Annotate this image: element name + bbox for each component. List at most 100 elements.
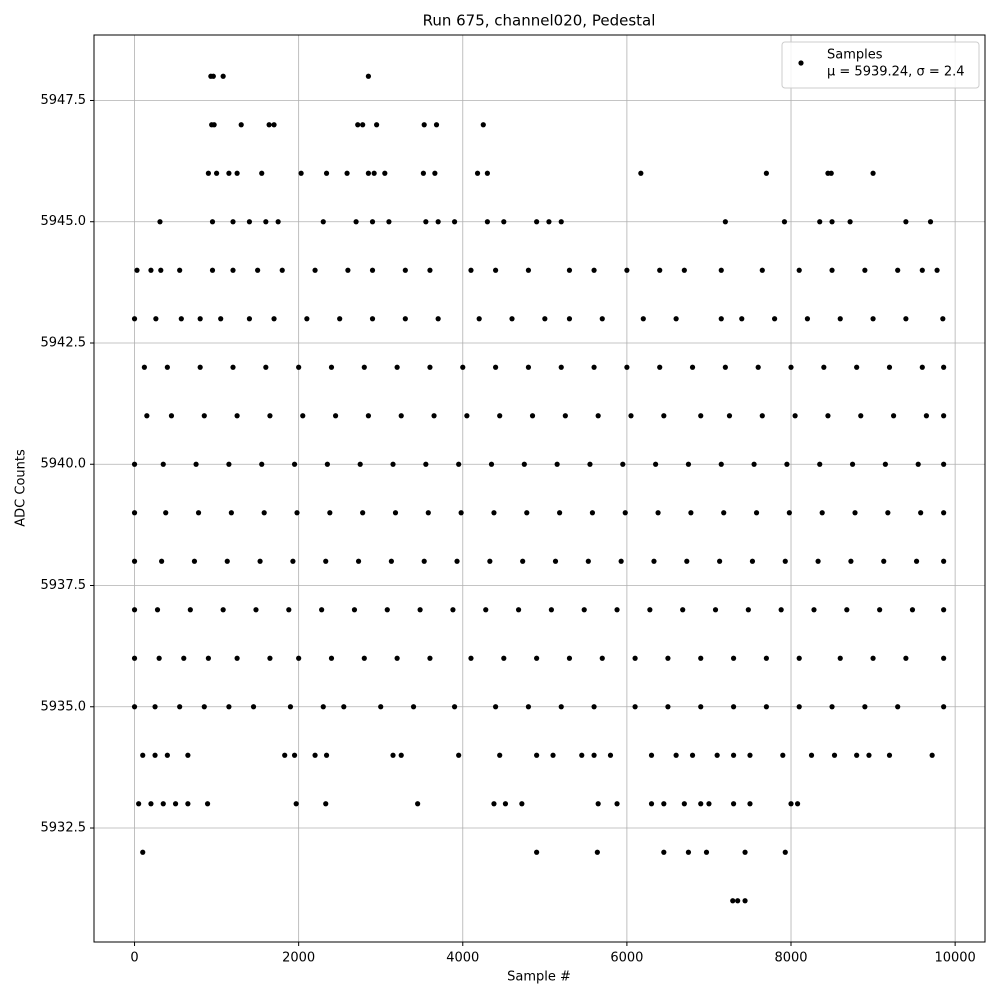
data-point [755, 364, 761, 370]
data-point [382, 170, 388, 176]
data-point [209, 267, 216, 273]
data-point [423, 461, 429, 467]
data-point [808, 752, 815, 758]
data-point [267, 413, 273, 419]
data-point [246, 219, 253, 225]
data-point [558, 704, 564, 710]
data-point [673, 752, 679, 758]
data-point [614, 801, 620, 807]
data-point [903, 316, 909, 322]
data-point [487, 558, 493, 564]
data-point [181, 655, 187, 661]
data-point [290, 558, 296, 564]
data-point [689, 364, 696, 370]
data-point [193, 461, 199, 467]
data-point [148, 801, 154, 807]
data-point [204, 801, 211, 807]
data-point [226, 704, 232, 710]
data-point [300, 413, 306, 419]
data-point [903, 655, 909, 661]
data-point [345, 267, 351, 273]
data-point [632, 655, 638, 661]
data-point [688, 510, 694, 516]
y-tick-label: 5942.5 [41, 335, 87, 350]
chart-title: Run 675, channel020, Pedestal [423, 12, 656, 30]
data-point [476, 316, 482, 322]
data-point [647, 607, 653, 613]
data-point [828, 170, 834, 176]
data-point [804, 316, 811, 322]
data-point [730, 801, 737, 807]
y-tick-label: 5935.0 [41, 699, 87, 714]
data-point [718, 316, 724, 322]
data-point [344, 170, 350, 176]
data-point [209, 219, 216, 225]
data-point [157, 219, 163, 225]
data-point [253, 607, 259, 613]
data-point [655, 510, 661, 516]
data-point [771, 316, 778, 322]
data-point [847, 219, 853, 225]
data-point [735, 898, 741, 904]
data-point [460, 364, 466, 370]
data-point [919, 364, 925, 370]
data-point [491, 510, 497, 516]
data-point [534, 655, 540, 661]
data-point [365, 73, 372, 79]
data-point [661, 849, 667, 855]
data-point [591, 704, 597, 710]
data-point [566, 316, 573, 322]
data-point [519, 801, 525, 807]
data-point [238, 122, 244, 128]
data-point [618, 558, 624, 564]
data-point [554, 461, 560, 467]
data-point [378, 704, 384, 710]
data-point [685, 849, 692, 855]
data-point [402, 267, 408, 273]
data-point [246, 316, 253, 322]
data-point [210, 73, 216, 79]
data-point [213, 170, 220, 176]
data-point [185, 801, 191, 807]
data-point [230, 267, 236, 273]
data-point [558, 364, 564, 370]
data-point [474, 170, 481, 176]
data-point [680, 607, 686, 613]
data-point [749, 558, 756, 564]
data-point [197, 364, 203, 370]
data-point [195, 510, 202, 516]
data-point [427, 655, 433, 661]
data-point [320, 704, 326, 710]
data-point [628, 413, 634, 419]
data-point [488, 461, 495, 467]
data-point [927, 219, 934, 225]
data-point [934, 267, 940, 273]
data-point [390, 752, 396, 758]
data-point [706, 801, 712, 807]
data-point [332, 413, 339, 419]
data-point [525, 704, 532, 710]
data-point [417, 607, 423, 613]
data-point [458, 510, 464, 516]
data-point [386, 219, 392, 225]
data-point [657, 364, 663, 370]
data-point [550, 752, 556, 758]
plot-frame [93, 34, 986, 943]
x-tick-label: 2000 [282, 951, 315, 966]
data-point [591, 267, 597, 273]
data-point [392, 510, 399, 516]
data-point [201, 413, 207, 419]
data-point [159, 558, 165, 564]
data-point [360, 510, 366, 516]
data-point [164, 752, 170, 758]
data-point [698, 801, 704, 807]
data-point [296, 655, 302, 661]
data-point [548, 607, 554, 613]
data-point [915, 461, 921, 467]
data-point [291, 461, 298, 467]
data-point [599, 316, 605, 322]
data-point [515, 607, 522, 613]
data-point [131, 704, 138, 710]
data-point [435, 316, 441, 322]
data-point [781, 219, 788, 225]
